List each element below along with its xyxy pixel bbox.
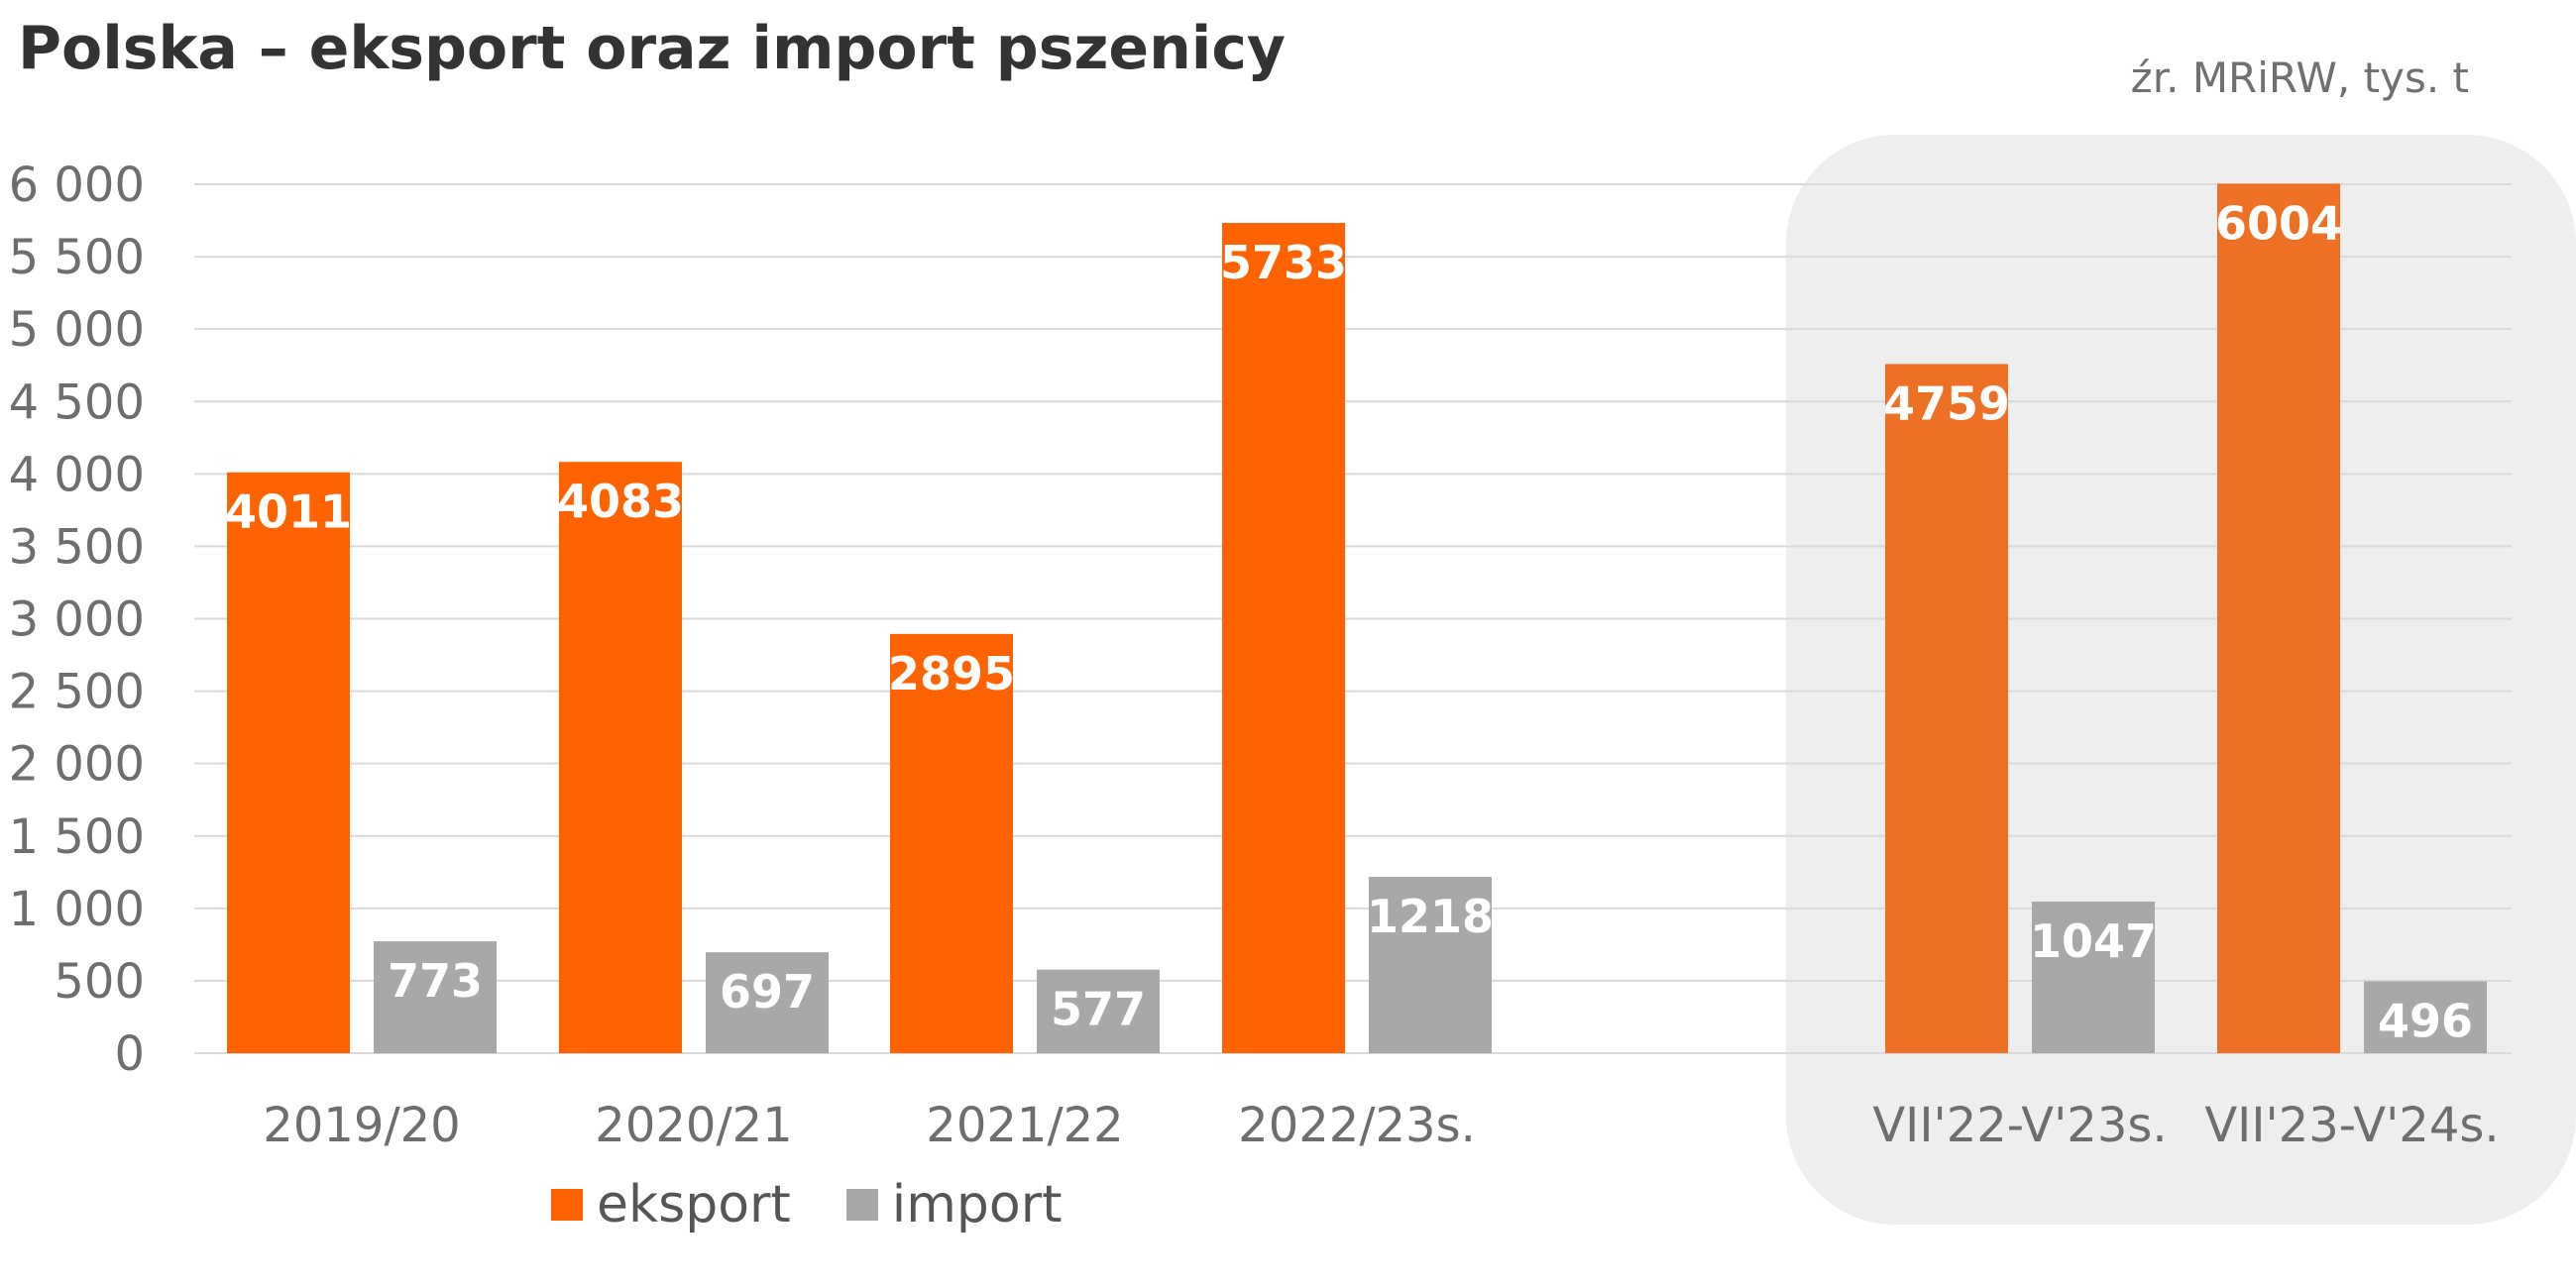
legend-label-eksport: eksport <box>597 1175 791 1234</box>
y-tick-label: 3 500 <box>9 519 145 575</box>
bar-eksport <box>1222 223 1345 1054</box>
y-tick-label: 1 000 <box>9 882 145 937</box>
data-label-eksport: 5733 <box>1220 236 1347 289</box>
data-label-eksport: 4083 <box>557 475 684 528</box>
chart-title: Polska – eksport oraz import pszenicy <box>18 14 1287 83</box>
data-label-eksport: 2895 <box>888 647 1015 700</box>
y-tick-label: 4 000 <box>9 447 145 502</box>
y-tick-label: 2 000 <box>9 737 145 793</box>
x-category-label: 2019/20 <box>263 1098 460 1153</box>
y-tick-label: 500 <box>54 954 145 1010</box>
y-tick-label: 3 000 <box>9 592 145 648</box>
data-label-import: 697 <box>720 965 815 1019</box>
legend: eksport import <box>551 1175 1118 1234</box>
data-label-import: 1047 <box>2030 914 2157 968</box>
data-label-eksport: 4759 <box>1883 376 2010 430</box>
x-category-label: 2022/23s. <box>1238 1098 1476 1153</box>
bar-eksport <box>1885 364 2008 1053</box>
bar-import <box>1369 876 1492 1053</box>
x-category-label: 2020/21 <box>595 1098 792 1153</box>
legend-swatch-import <box>845 1189 878 1221</box>
y-tick-label: 0 <box>114 1026 145 1082</box>
legend-item-import: import <box>845 1175 1063 1234</box>
data-label-import: 1218 <box>1367 890 1494 943</box>
y-tick-label: 1 500 <box>9 809 145 865</box>
bar-eksport <box>890 633 1013 1053</box>
y-tick-label: 6 000 <box>9 158 145 213</box>
bar-eksport <box>559 462 682 1053</box>
y-tick-label: 5 000 <box>9 302 145 358</box>
y-tick-label: 2 500 <box>9 665 145 720</box>
bar-import <box>1037 969 1160 1053</box>
data-label-eksport: 6004 <box>2215 196 2342 250</box>
y-tick-label: 5 500 <box>9 230 145 285</box>
x-category-label: VII'23-V'24s. <box>2204 1098 2499 1153</box>
x-category-label: VII'22-V'23s. <box>1872 1098 2167 1153</box>
x-category-label: 2021/22 <box>926 1098 1123 1153</box>
bar-import <box>2364 981 2487 1053</box>
legend-item-eksport: eksport <box>551 1175 791 1234</box>
data-label-import: 773 <box>388 954 483 1008</box>
y-tick-label: 4 500 <box>9 375 145 430</box>
bar-import <box>706 952 829 1053</box>
data-label-import: 577 <box>1051 983 1146 1036</box>
legend-label-import: import <box>891 1175 1063 1234</box>
data-label-import: 496 <box>2378 995 2473 1048</box>
source-note: źr. MRiRW, tys. t <box>2130 54 2469 102</box>
bar-import <box>374 941 497 1053</box>
bar-eksport <box>2217 183 2340 1053</box>
legend-swatch-eksport <box>551 1189 583 1221</box>
data-label-eksport: 4011 <box>225 485 352 539</box>
bar-eksport <box>227 472 350 1054</box>
bar-import <box>2032 901 2155 1053</box>
